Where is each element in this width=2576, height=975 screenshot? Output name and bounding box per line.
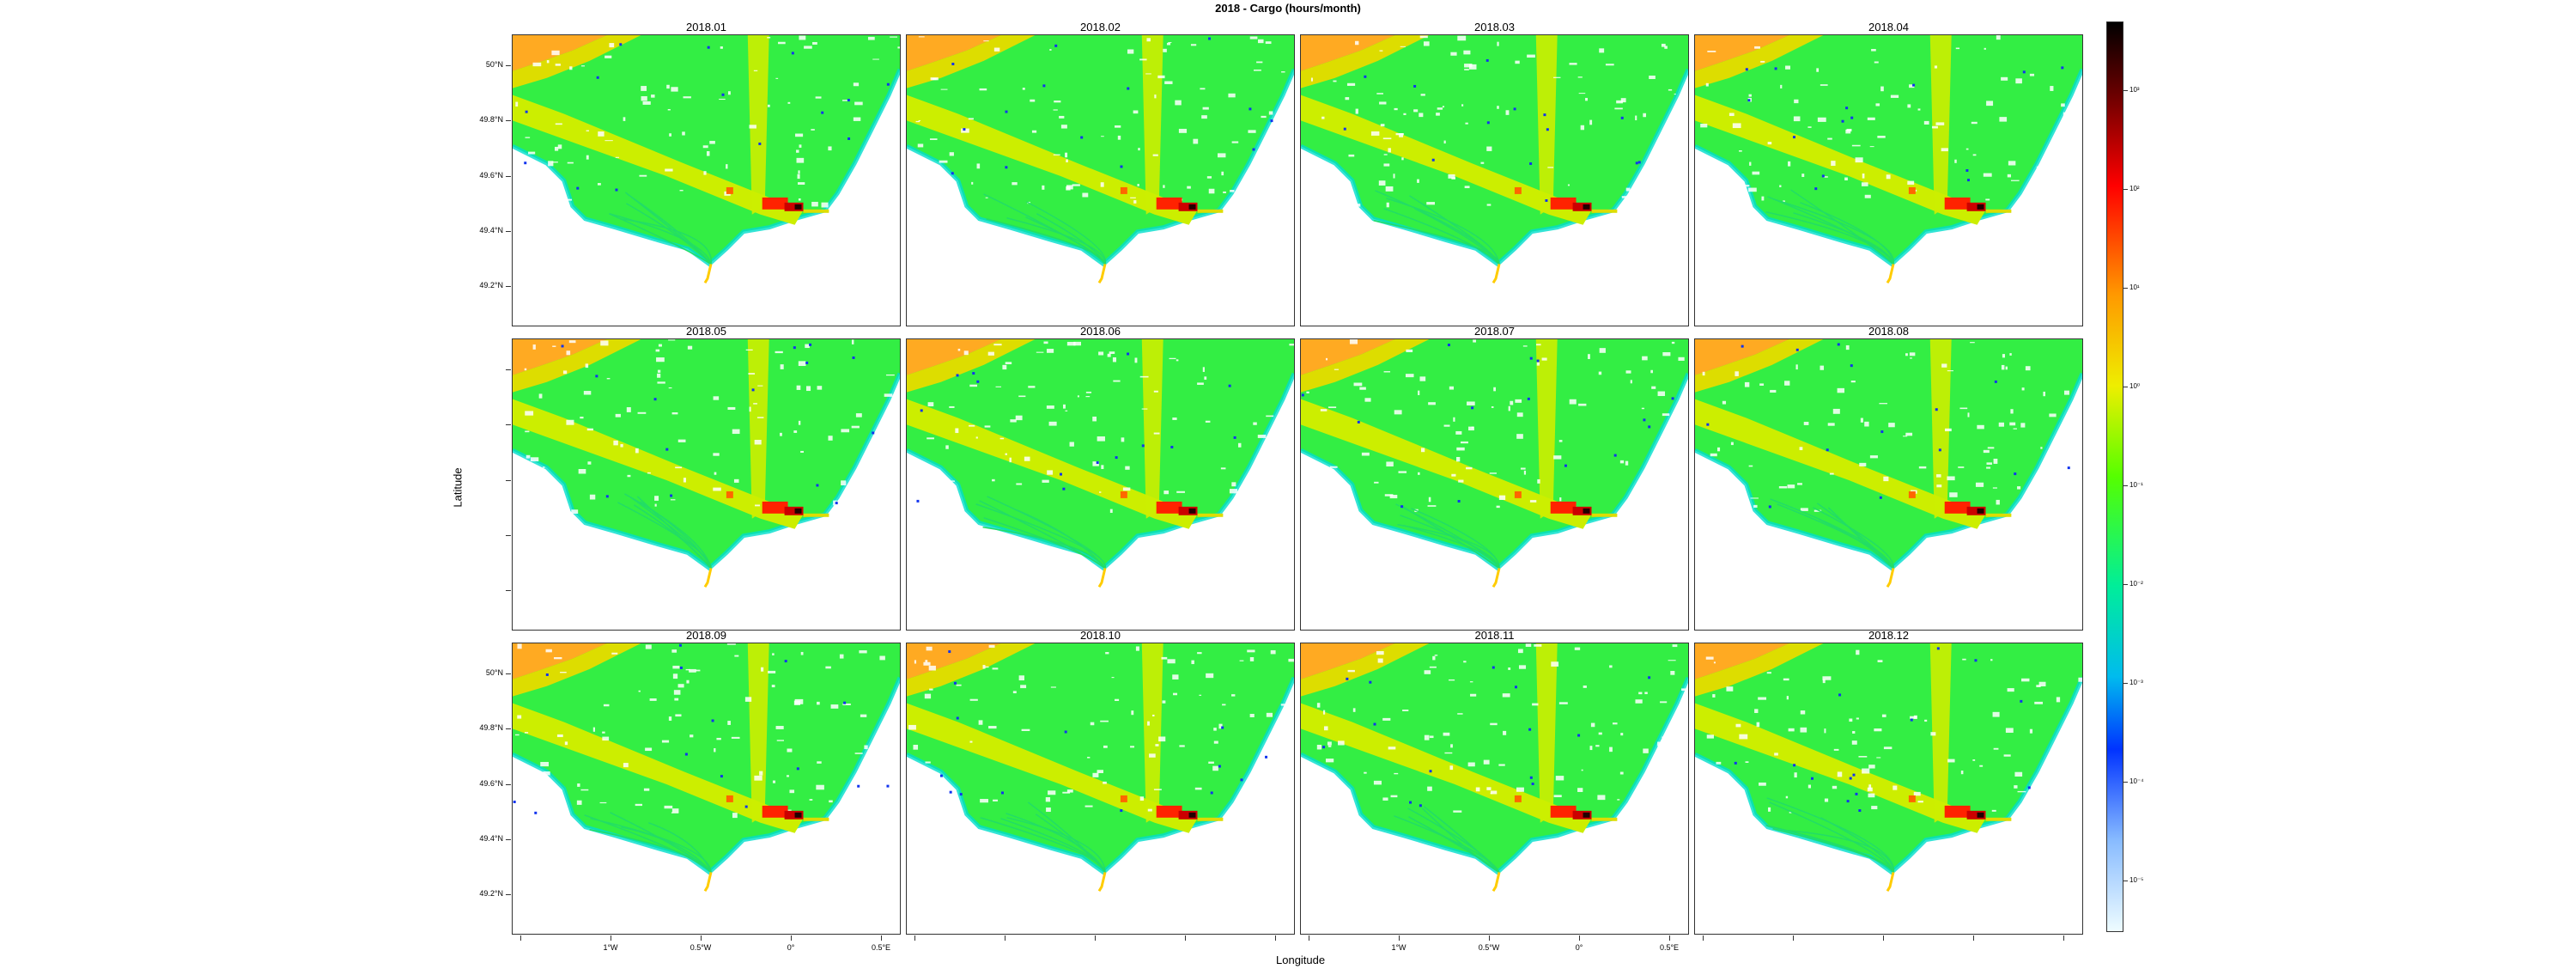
colorbar-tick-label: 10¹ [2129,283,2140,291]
colorbar-tick-mark [2123,683,2128,684]
figure-title: 2018 - Cargo (hours/month) [1215,2,1361,15]
monthly-map-panel [512,338,901,631]
y-tick-mark [506,120,511,121]
x-tick-mark [1095,935,1096,941]
x-tick-mark [791,935,792,941]
y-tick-label: 49.6°N [479,171,503,180]
x-tick-label: 0.5°W [1478,943,1500,952]
x-tick-label: 0.5°E [871,943,891,952]
colorbar-tick-label: 10⁻⁵ [2129,876,2144,884]
monthly-map-panel [906,338,1295,631]
x-tick-mark [1579,935,1580,941]
panel-title: 2018.06 [1080,325,1121,338]
colorbar-tick-label: 10⁻¹ [2129,481,2143,489]
y-tick-mark [506,424,511,425]
x-tick-mark [1883,935,1884,941]
colorbar-tick-mark [2123,90,2128,91]
y-tick-label: 49.4°N [479,226,503,235]
y-tick-mark [506,480,511,481]
y-tick-mark [506,839,511,840]
panel-title: 2018.03 [1474,21,1515,34]
x-tick-mark [1185,935,1186,941]
x-tick-mark [701,935,702,941]
y-tick-label: 49.4°N [479,834,503,843]
y-tick-label: 49.2°N [479,281,503,289]
monthly-map-panel [512,643,901,935]
y-tick-mark [506,784,511,785]
panel-title: 2018.02 [1080,21,1121,34]
colorbar-tick-label: 10² [2129,185,2140,192]
colorbar [2106,21,2123,932]
y-tick-label: 50°N [485,668,503,677]
panel-title: 2018.10 [1080,629,1121,642]
monthly-map-panel [1300,338,1689,631]
x-tick-mark [1275,935,1276,941]
y-tick-mark [506,673,511,674]
y-tick-label: 49.8°N [479,723,503,732]
x-tick-label: 1°W [1391,943,1406,952]
y-tick-label: 50°N [485,60,503,69]
monthly-map-panel [512,34,901,326]
colorbar-tick-label: 10⁻² [2129,580,2143,588]
x-tick-mark [1669,935,1670,941]
y-tick-mark [506,231,511,232]
y-tick-mark [506,728,511,729]
x-tick-mark [1973,935,1974,941]
x-tick-mark [1399,935,1400,941]
monthly-map-panel [1694,338,2083,631]
x-tick-mark [1489,935,1490,941]
colorbar-tick-label: 10⁻³ [2129,679,2143,686]
panel-title: 2018.08 [1868,325,1909,338]
panel-title: 2018.04 [1868,21,1909,34]
y-tick-mark [506,535,511,536]
panel-title: 2018.05 [686,325,726,338]
y-tick-mark [506,590,511,591]
monthly-map-panel [906,34,1295,326]
panel-title: 2018.11 [1474,629,1515,642]
x-tick-mark [914,935,915,941]
x-tick-label: 0° [1575,943,1583,952]
y-tick-mark [506,369,511,370]
x-tick-mark [520,935,521,941]
colorbar-tick-mark [2123,189,2128,190]
colorbar-tick-mark [2123,584,2128,585]
panel-title: 2018.12 [1868,629,1909,642]
y-tick-mark [506,894,511,895]
x-tick-label: 0.5°W [690,943,712,952]
colorbar-tick-label: 10⁻⁴ [2129,777,2144,785]
monthly-map-panel [1300,34,1689,326]
panel-title: 2018.01 [686,21,726,34]
x-tick-mark [2063,935,2064,941]
colorbar-tick-mark [2123,485,2128,486]
y-tick-label: 49.2°N [479,889,503,898]
x-tick-mark [881,935,882,941]
monthly-map-panel [1694,643,2083,935]
monthly-map-panel [1694,34,2083,326]
y-tick-mark [506,176,511,177]
x-tick-mark [1793,935,1794,941]
panel-title: 2018.09 [686,629,726,642]
y-tick-label: 49.6°N [479,779,503,788]
x-tick-label: 0.5°E [1659,943,1680,952]
y-axis-label: Latitude [451,467,465,508]
colorbar-tick-mark [2123,288,2128,289]
y-tick-mark [506,65,511,66]
monthly-map-panel [1300,643,1689,935]
y-tick-mark [506,286,511,287]
colorbar-tick-label: 10⁰ [2129,382,2141,390]
panel-title: 2018.07 [1474,325,1515,338]
x-axis-label: Longitude [1276,954,1326,966]
colorbar-tick-mark [2123,782,2128,783]
x-tick-label: 0° [787,943,795,952]
x-tick-label: 1°W [603,943,618,952]
colorbar-tick-label: 10³ [2129,86,2140,94]
monthly-map-panel [906,643,1295,935]
y-tick-label: 49.8°N [479,115,503,124]
x-tick-mark [1703,935,1704,941]
